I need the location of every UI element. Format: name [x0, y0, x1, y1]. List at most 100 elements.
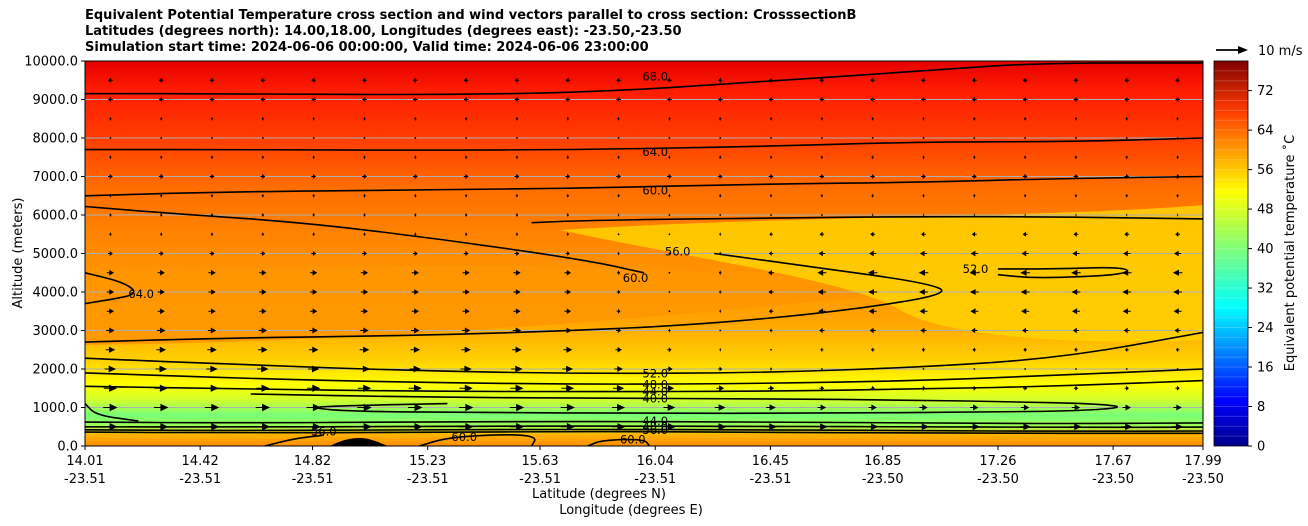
wind-vector-head	[970, 250, 976, 257]
wind-vector	[1024, 368, 1027, 370]
wind-vector-head	[515, 384, 524, 392]
wind-vector-head	[364, 154, 366, 160]
wind-vector-head	[313, 193, 315, 199]
wind-vector	[770, 214, 772, 216]
wind-vector-head	[463, 96, 467, 103]
wind-vector-head	[515, 308, 521, 315]
wind-vector-head	[972, 423, 981, 431]
colorbar-gradient	[1214, 61, 1248, 446]
wind-vector-head	[1176, 173, 1180, 180]
wind-vector-head	[160, 173, 164, 180]
wind-vector-head	[515, 269, 521, 276]
wind-vector-head	[872, 385, 875, 391]
wind-vector-head	[1020, 288, 1027, 296]
contour-line-60	[85, 430, 1203, 435]
colorbar-tick-label: 56	[1257, 163, 1274, 178]
wind-vector-head	[921, 347, 925, 353]
wind-vector-head	[770, 366, 773, 372]
wind-vector	[617, 233, 620, 236]
wind-vector-head	[363, 384, 372, 392]
wind-vector-head	[1071, 288, 1078, 296]
wind-vector-head	[1125, 423, 1133, 431]
wind-vector-head	[617, 327, 622, 334]
wind-vector-head	[820, 404, 827, 411]
wind-vector-head	[922, 385, 926, 391]
wind-vector-head	[414, 308, 419, 315]
wind-vector-head	[920, 327, 925, 334]
wind-vector-head	[919, 308, 925, 315]
wind-vector-head	[820, 116, 823, 122]
wind-vector-head	[567, 232, 569, 237]
wind-vector-head	[516, 212, 519, 218]
wind-vector	[668, 137, 671, 139]
contour-line-56	[531, 215, 1203, 224]
wind-vector-head	[515, 365, 523, 373]
contour-line-60	[85, 175, 1203, 197]
x-tick-label-lon: -23.51	[292, 472, 334, 487]
wind-vector-head	[768, 77, 772, 83]
wind-vector-head	[1126, 154, 1128, 160]
wind-vector-head	[1176, 404, 1182, 411]
x-tick-label-lon: -23.50	[1092, 472, 1134, 487]
wind-vector-head	[618, 193, 620, 199]
wind-vector	[871, 368, 874, 370]
wind-vector-head	[160, 154, 163, 160]
wind-vector-head	[260, 77, 264, 83]
wind-vector-head	[618, 289, 621, 295]
wind-vector-head	[719, 232, 721, 237]
wind-vector-head	[1071, 308, 1078, 315]
wind-vector-head	[667, 96, 671, 103]
colorbar-tick-label: 24	[1257, 321, 1274, 336]
wind-vector-head	[109, 308, 115, 315]
wind-vector-head	[566, 423, 575, 431]
x-tick-label-lon: -23.51	[179, 472, 221, 487]
wind-vector-head	[210, 308, 216, 315]
wind-vector-head	[211, 193, 214, 199]
wind-vector-head	[465, 308, 470, 315]
wind-vector-head	[1073, 231, 1077, 237]
y-tick-label: 10000.0	[24, 55, 78, 70]
wind-vector-head	[817, 289, 824, 295]
wind-vector-head	[109, 403, 118, 412]
wind-vector-head	[922, 173, 926, 180]
wind-vector-head	[567, 154, 569, 160]
wind-vector-head	[566, 327, 572, 334]
wind-vector-head	[516, 250, 520, 257]
wind-vector-head	[1075, 173, 1079, 180]
wind-vector-head	[1024, 173, 1028, 180]
wind-vector-head	[923, 193, 925, 199]
wind-vector	[719, 214, 722, 216]
wind-vector-head	[973, 154, 976, 160]
wind-vector	[109, 137, 112, 139]
wind-vector-head	[919, 288, 925, 296]
contour-labels: 68.064.060.056.060.052.064.052.048.044.0…	[128, 69, 988, 446]
wind-vector-head	[362, 365, 371, 373]
yellow-region-east	[560, 205, 1203, 342]
wind-vector-head	[1020, 269, 1027, 276]
wind-vector-head	[160, 231, 163, 237]
wind-vector-head	[1177, 154, 1179, 160]
wind-vector-head	[1125, 404, 1131, 411]
wind-vector-head	[817, 269, 824, 276]
wind-vector-head	[719, 385, 725, 392]
wind-vector-head	[1126, 173, 1130, 180]
wind-vector-head	[159, 384, 168, 392]
y-tick-label: 6000.0	[33, 209, 79, 224]
wind-vector-head	[717, 96, 721, 103]
wind-vector	[668, 271, 671, 274]
wind-vector-head	[566, 289, 571, 295]
chart-title-line-2: Latitudes (degrees north): 14.00,18.00, …	[85, 24, 682, 39]
wind-vector-head	[1175, 96, 1179, 103]
contour-label: 60.0	[451, 430, 477, 444]
chart-title-line-3: Simulation start time: 2024-06-06 00:00:…	[85, 40, 649, 55]
colorbar-label: Equivalent potential temperature ˚C	[1282, 135, 1298, 371]
wind-vector-head	[919, 250, 925, 257]
wind-vector	[1024, 137, 1027, 139]
wind-vector-head	[718, 270, 721, 276]
wind-vector-head	[363, 346, 370, 353]
wind-vector-head	[312, 423, 321, 431]
wind-vector	[668, 252, 671, 255]
wind-vector-head	[516, 231, 519, 237]
colorbar-tick-label: 48	[1257, 203, 1274, 218]
wind-vector-head	[312, 250, 317, 257]
